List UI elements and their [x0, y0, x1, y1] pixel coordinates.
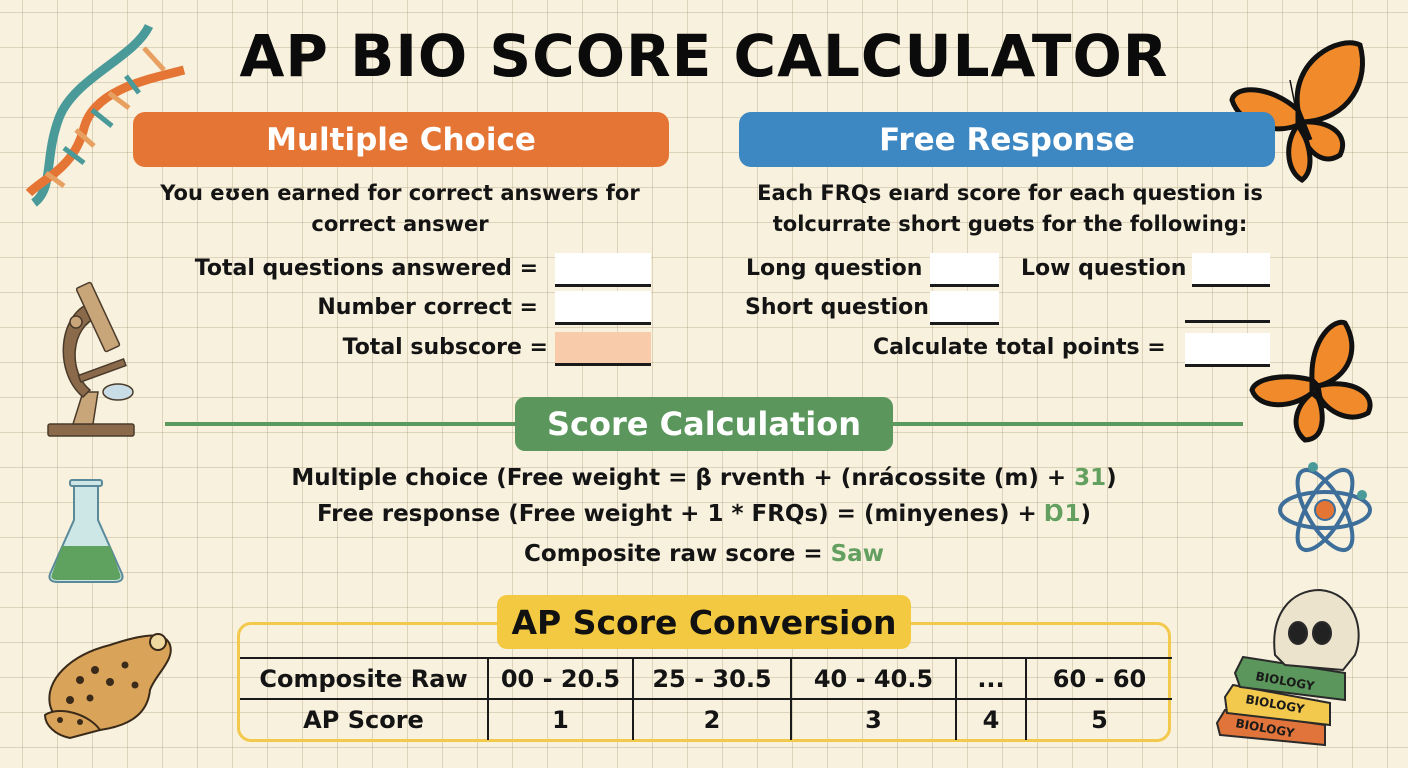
total-questions-label: Total questions answered =	[194, 256, 538, 281]
divider-right	[893, 422, 1243, 426]
free-response-description: Each FRQs eıard score for each question …	[730, 178, 1290, 240]
page-title: AP BIO SCORE CALCULATOR	[239, 22, 1169, 90]
multiple-choice-heading: Multiple Choice	[133, 112, 669, 167]
description-line: Each FRQs eıard score for each question …	[757, 181, 1263, 205]
divider-left	[165, 422, 515, 426]
total-questions-input[interactable]	[555, 253, 651, 287]
short-question-label: Short question	[745, 295, 929, 320]
row-header: AP Score	[240, 698, 488, 740]
description-line: You eʊen earned for correct answers for	[160, 181, 640, 205]
formula-free-response: Free response (Free weight + 1 * FRQs) =…	[316, 501, 1092, 527]
conversion-table: Composite Raw 00 - 20.5 25 - 30.5 40 - 4…	[240, 657, 1172, 740]
conversion-heading: AP Score Conversion	[497, 595, 911, 649]
description-line: tolcurrate short guɵts for the following…	[772, 212, 1248, 236]
total-subscore-label: Total subscore =	[342, 335, 548, 360]
calculate-total-label: Calculate total points =	[873, 335, 1166, 360]
table-cell: 1	[487, 698, 633, 740]
formula-composite: Composite raw score = Saw	[524, 541, 884, 567]
long-question-input[interactable]	[930, 253, 999, 287]
calculate-total-input[interactable]	[1185, 333, 1270, 367]
butterfly-icon	[1249, 319, 1373, 443]
microscope-icon	[47, 281, 135, 437]
skull-on-books-icon: BIOLOGY BIOLOGY BIOLOGY	[1215, 588, 1360, 747]
table-cell: 60 - 60	[1025, 657, 1172, 699]
score-calculation-heading: Score Calculation	[515, 397, 893, 451]
table-cell: 2	[632, 698, 791, 740]
blank-line-input[interactable]	[1185, 320, 1270, 323]
table-cell: ...	[955, 657, 1026, 699]
table-cell: 40 - 40.5	[790, 657, 956, 699]
long-question-label: Long question	[746, 256, 923, 281]
table-cell: 3	[790, 698, 956, 740]
number-correct-label: Number correct =	[317, 295, 538, 320]
table-row: AP Score 1 2 3 4 5	[240, 698, 1172, 740]
total-subscore-output	[555, 332, 651, 366]
low-question-label: Low question	[1021, 256, 1187, 281]
table-cell: 4	[955, 698, 1026, 740]
table-cell: 5	[1025, 698, 1172, 740]
number-correct-input[interactable]	[555, 291, 651, 325]
row-header: Composite Raw	[240, 657, 488, 699]
free-response-heading: Free Response	[739, 112, 1275, 167]
frog-icon	[43, 633, 172, 740]
flask-icon	[48, 479, 124, 583]
atom-icon	[1278, 462, 1372, 552]
formula-multiple-choice: Multiple choice (Free weight = β rventh …	[291, 465, 1117, 491]
dna-icon	[25, 23, 186, 207]
short-question-input[interactable]	[930, 291, 999, 325]
table-cell: 25 - 30.5	[632, 657, 791, 699]
multiple-choice-description: You eʊen earned for correct answers for …	[130, 178, 670, 240]
table-cell: 00 - 20.5	[487, 657, 633, 699]
low-question-input[interactable]	[1192, 253, 1270, 287]
table-row: Composite Raw 00 - 20.5 25 - 30.5 40 - 4…	[240, 657, 1172, 699]
description-line: correct answer	[311, 212, 489, 236]
